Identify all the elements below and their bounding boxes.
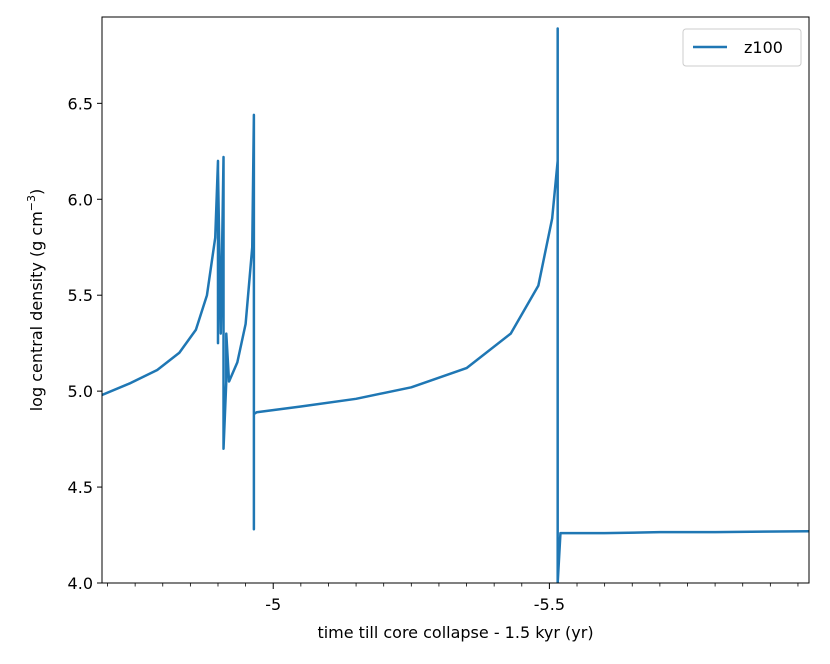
legend-box	[682, 28, 802, 67]
y-tick-label: 5.5	[68, 286, 93, 305]
legend: z100	[682, 28, 802, 67]
y-tick-label: 6.0	[68, 190, 93, 209]
y-tick-label: 6.5	[68, 94, 93, 113]
x-tick-label: -5.5	[534, 595, 565, 614]
x-tick-label: -5	[265, 595, 281, 614]
plot-frame	[101, 16, 810, 584]
y-axis-label-main: log central density (g cm	[27, 211, 46, 411]
y-tick-label: 4.0	[68, 574, 93, 593]
y-axis-label-close: )	[27, 189, 46, 195]
x-axis-label: time till core collapse - 1.5 kyr (yr)	[317, 623, 593, 642]
y-axis-label-superscript: −3	[25, 195, 38, 211]
series-layer	[102, 27, 809, 583]
y-tick-label: 5.0	[68, 382, 93, 401]
legend-label-z100: z100	[744, 38, 783, 57]
series-line-z100	[102, 27, 809, 583]
ticks-layer: 4.0 4.5 5.0 5.5 6.0 6.5 -5 -5.5	[68, 94, 799, 614]
y-axis-label: log central density (g cm−3)	[25, 189, 46, 412]
y-tick-label: 4.5	[68, 478, 93, 497]
